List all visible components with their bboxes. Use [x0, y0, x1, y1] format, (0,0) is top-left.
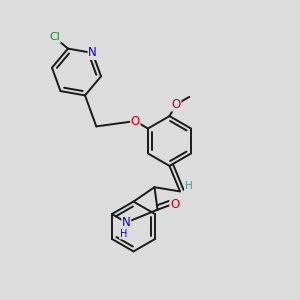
Text: N: N: [88, 46, 97, 59]
Text: O: O: [172, 98, 181, 111]
Text: Cl: Cl: [49, 32, 60, 42]
Text: O: O: [170, 198, 179, 211]
Text: N: N: [122, 216, 131, 229]
Text: O: O: [131, 115, 140, 128]
Text: H: H: [120, 229, 127, 239]
Text: H: H: [184, 181, 192, 191]
